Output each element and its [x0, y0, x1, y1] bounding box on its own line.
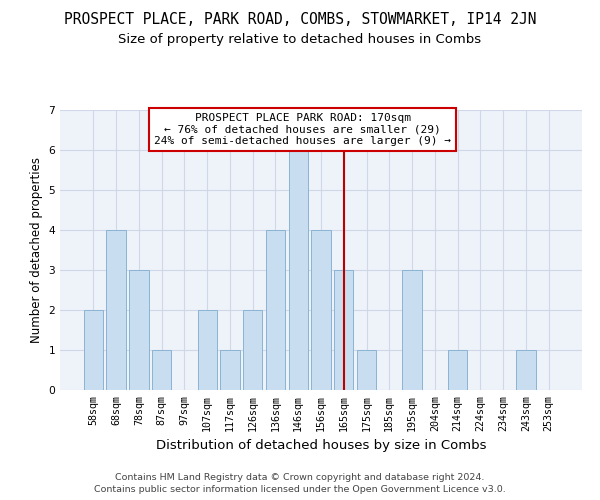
Bar: [243, 310, 262, 390]
Text: PROSPECT PLACE PARK ROAD: 170sqm
← 76% of detached houses are smaller (29)
24% o: PROSPECT PLACE PARK ROAD: 170sqm ← 76% o…: [154, 113, 451, 146]
Bar: [220, 350, 239, 390]
Bar: [357, 350, 376, 390]
Text: Contains HM Land Registry data © Crown copyright and database right 2024.
Contai: Contains HM Land Registry data © Crown c…: [94, 472, 506, 494]
Bar: [106, 230, 126, 390]
Bar: [84, 310, 103, 390]
X-axis label: Distribution of detached houses by size in Combs: Distribution of detached houses by size …: [156, 439, 486, 452]
Bar: [334, 270, 353, 390]
Bar: [403, 270, 422, 390]
Bar: [289, 150, 308, 390]
Bar: [266, 230, 285, 390]
Text: Size of property relative to detached houses in Combs: Size of property relative to detached ho…: [118, 32, 482, 46]
Bar: [129, 270, 149, 390]
Bar: [197, 310, 217, 390]
Text: PROSPECT PLACE, PARK ROAD, COMBS, STOWMARKET, IP14 2JN: PROSPECT PLACE, PARK ROAD, COMBS, STOWMA…: [64, 12, 536, 28]
Bar: [448, 350, 467, 390]
Y-axis label: Number of detached properties: Number of detached properties: [30, 157, 43, 343]
Bar: [311, 230, 331, 390]
Bar: [516, 350, 536, 390]
Bar: [152, 350, 172, 390]
